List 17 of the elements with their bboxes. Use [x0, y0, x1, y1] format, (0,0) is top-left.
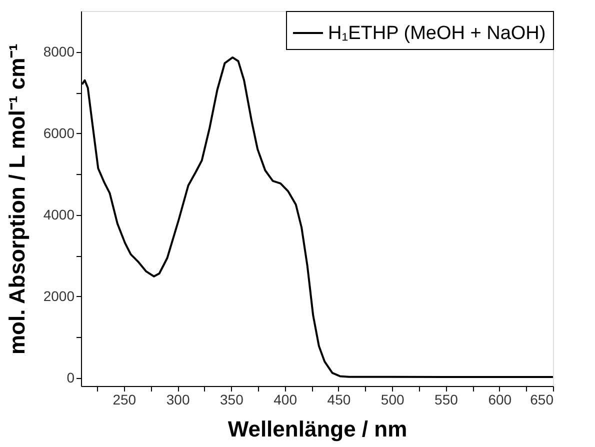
x-tick-label: 300	[166, 392, 190, 408]
y-tick-label: 4000	[43, 206, 75, 222]
x-tick-label: 500	[380, 392, 404, 408]
y-tick-label: 0	[66, 369, 75, 386]
x-tick-label: 450	[327, 392, 351, 408]
y-tick-label: 2000	[43, 288, 75, 304]
y-tick-label: 6000	[43, 124, 75, 141]
legend-label: H₁ETHP (MeOH + NaOH)	[328, 23, 546, 44]
x-tick-label: 400	[274, 392, 298, 408]
x-axis-title: Wellenlänge / nm	[228, 416, 408, 442]
x-tick-label: 250	[112, 392, 136, 408]
x-tick-label: 650	[530, 392, 554, 408]
x-tick-label: 550	[434, 392, 458, 408]
y-axis-title: mol. Absorption / L mol⁻¹ cm⁻¹	[4, 44, 30, 354]
y-tick-label: 8000	[43, 43, 75, 60]
x-tick-label: 600	[488, 392, 512, 408]
x-tick-label: 350	[220, 392, 244, 408]
